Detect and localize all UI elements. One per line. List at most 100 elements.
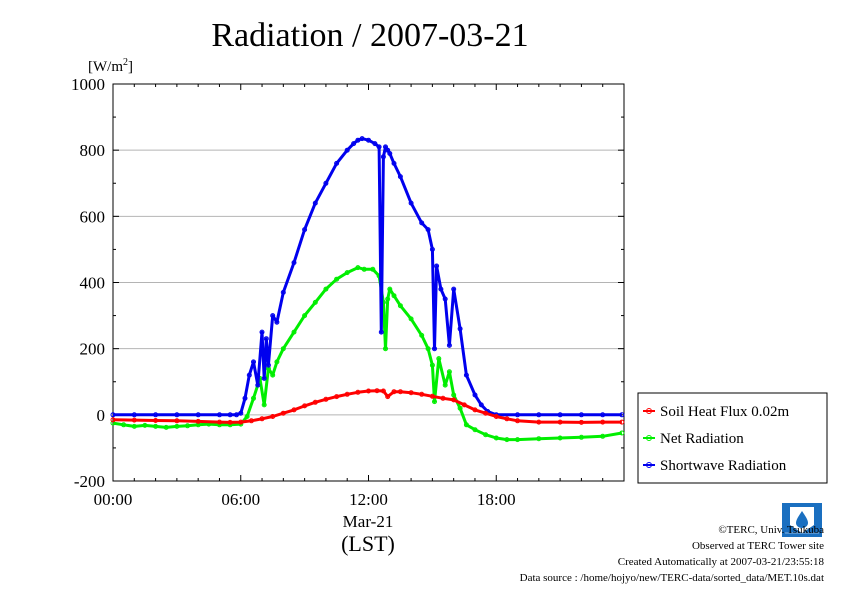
series-point-2	[366, 137, 371, 143]
series-point-1	[385, 296, 391, 302]
series-point-1	[185, 423, 190, 429]
series-point-2	[383, 144, 388, 150]
series-point-1	[557, 435, 563, 441]
series-point-0	[515, 418, 520, 424]
series-point-0	[355, 389, 361, 395]
series-point-2	[280, 289, 286, 295]
series-point-1	[472, 427, 478, 433]
series-point-1	[451, 392, 457, 398]
series-point-2	[351, 141, 357, 147]
series-point-1	[323, 286, 329, 292]
series-point-2	[270, 313, 276, 319]
series-point-2	[472, 392, 478, 398]
series-point-2	[344, 147, 350, 153]
series-point-2	[387, 151, 393, 156]
series-point-0	[472, 407, 478, 413]
y-axis-unit: [W/m2]	[88, 57, 133, 75]
legend-label: Soil Heat Flux 0.02m	[660, 404, 790, 420]
series-point-2	[408, 200, 414, 206]
legend-box	[637, 392, 828, 484]
series-point-2	[578, 412, 584, 418]
series-point-2	[434, 263, 440, 269]
series-point-1	[408, 316, 414, 322]
series-point-0	[227, 419, 233, 425]
y-tick-label: 600	[80, 207, 106, 226]
series-line-2	[113, 137, 622, 417]
series-point-0	[238, 419, 244, 425]
series-point-1	[312, 299, 318, 305]
series-point-0	[397, 389, 403, 395]
series-point-1	[419, 332, 425, 338]
series-point-2	[557, 412, 563, 418]
series-point-0	[557, 419, 563, 425]
series-point-1	[274, 359, 280, 365]
series-point-1	[131, 423, 137, 429]
series-point-1	[446, 369, 452, 375]
series-point-2	[227, 412, 233, 418]
series-point-2	[397, 174, 403, 180]
series-point-2	[600, 412, 606, 418]
series-point-2	[372, 141, 378, 147]
x-tick-label: 00:00	[94, 490, 133, 509]
series-point-1	[334, 276, 340, 282]
x-axis-label: (LST)	[341, 531, 395, 556]
series-point-2	[323, 180, 329, 186]
series-point-0	[374, 388, 380, 394]
series-point-2	[378, 329, 384, 335]
series-point-0	[153, 418, 159, 423]
series-point-0	[600, 419, 606, 425]
series-point-0	[504, 416, 510, 422]
series-point-0	[536, 419, 542, 425]
series-point-0	[110, 417, 116, 423]
legend: Soil Heat Flux 0.02m Net Radiation Shortwa…	[637, 392, 828, 484]
x-axis-date-label: Mar-21	[343, 512, 394, 531]
legend-swatch-marker	[646, 408, 652, 414]
series-point-2	[242, 395, 248, 401]
x-axis: 00:00 06:00 12:00 18:00	[94, 84, 604, 509]
series-point-0	[248, 418, 254, 424]
series-point-2	[515, 412, 520, 418]
series-point-0	[334, 394, 340, 400]
x-tick-label: 18:00	[477, 490, 516, 509]
series-point-2	[174, 412, 180, 418]
series-point-1	[493, 435, 499, 441]
series-point-1	[251, 395, 256, 401]
series-point-2	[442, 296, 448, 302]
x-tick-label: 12:00	[349, 490, 388, 509]
series-point-0	[451, 397, 457, 403]
series-point-1	[391, 293, 397, 299]
series-point-2	[334, 160, 340, 166]
series-point-2	[359, 136, 365, 142]
series-point-2	[302, 227, 308, 233]
series-point-0	[323, 396, 329, 402]
series-point-1	[578, 434, 584, 440]
series-point-0	[217, 419, 222, 425]
series-point-0	[195, 418, 201, 424]
series-point-1	[397, 303, 403, 309]
series-point-0	[380, 388, 386, 394]
series-point-1	[457, 405, 463, 411]
legend-swatch-marker	[646, 462, 652, 468]
series-point-0	[174, 418, 180, 424]
observed-text: Observed at TERC Tower site	[691, 540, 824, 552]
series-point-1	[436, 356, 442, 362]
y-tick-label: 800	[80, 141, 106, 160]
series-point-2	[355, 137, 361, 143]
series-point-0	[419, 391, 425, 397]
series-point-1	[383, 346, 388, 352]
y-tick-label: 400	[80, 274, 106, 293]
series-point-2	[261, 375, 267, 381]
series-point-1	[153, 423, 159, 429]
series-point-1	[355, 265, 361, 271]
series-point-2	[195, 412, 201, 418]
series-point-2	[246, 372, 252, 378]
series-point-2	[259, 329, 265, 335]
series-point-0	[493, 414, 499, 419]
series-point-2	[536, 412, 542, 418]
series-point-1	[387, 286, 393, 292]
y-tick-label: -200	[74, 472, 105, 491]
series-point-1	[270, 372, 276, 378]
series-point-0	[270, 414, 276, 419]
series-point-1	[302, 313, 308, 319]
